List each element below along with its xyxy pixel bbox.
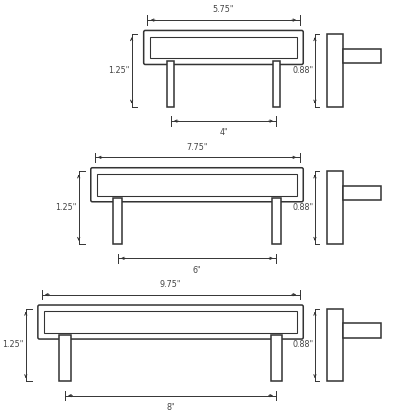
Bar: [343, 323, 381, 338]
Bar: [113, 198, 122, 244]
FancyBboxPatch shape: [144, 30, 303, 64]
Bar: [343, 186, 381, 201]
Text: 1.25": 1.25": [2, 340, 24, 349]
Text: 1.25": 1.25": [108, 66, 129, 75]
Text: 0.88": 0.88": [292, 66, 313, 75]
FancyBboxPatch shape: [91, 168, 303, 202]
Text: 8": 8": [166, 403, 175, 412]
Text: 6": 6": [193, 265, 201, 275]
Text: 1.25": 1.25": [55, 203, 77, 212]
Text: 5.75": 5.75": [213, 5, 234, 14]
Text: 9.75": 9.75": [160, 280, 181, 289]
Bar: [273, 61, 280, 106]
Bar: [272, 198, 281, 244]
Text: 7.75": 7.75": [186, 143, 208, 151]
Text: 4": 4": [219, 128, 228, 137]
Bar: [150, 37, 297, 58]
Bar: [327, 171, 343, 244]
FancyBboxPatch shape: [38, 305, 303, 339]
Bar: [97, 174, 297, 196]
Bar: [327, 34, 343, 106]
Bar: [167, 61, 174, 106]
Bar: [44, 311, 297, 333]
Text: 0.88": 0.88": [292, 340, 313, 349]
Bar: [327, 309, 343, 381]
Bar: [59, 335, 71, 381]
Bar: [270, 335, 282, 381]
Text: 0.88": 0.88": [292, 203, 313, 212]
Bar: [343, 49, 381, 63]
